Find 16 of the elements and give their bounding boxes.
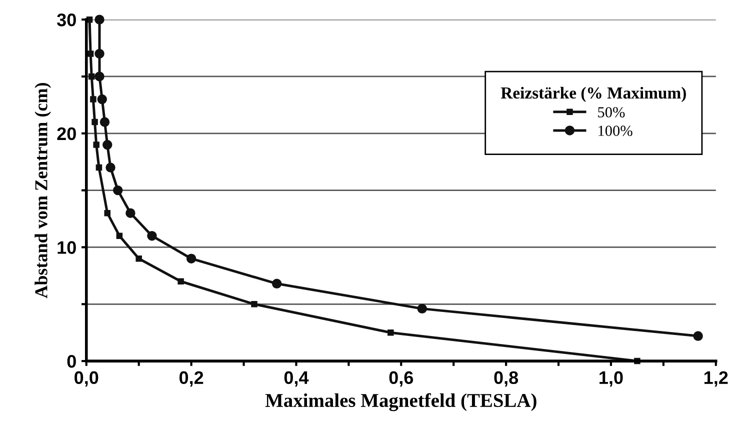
x-axis-title: Maximales Magnetfeld (TESLA) [265,393,536,412]
x-tick-label: 0,4 [284,371,309,387]
x-tick-label: 0,6 [389,371,414,387]
y-axis-title: Abstand vom Zentrum (cm) [34,83,52,298]
x-tick-label: 0,0 [74,371,98,387]
x-tick-label: 1,2 [704,371,728,387]
x-tick-label: 0,8 [494,371,518,387]
y-tick-label: 0 [67,354,76,368]
x-tick-label: 1,0 [600,371,623,387]
x-tick-label: 0,2 [179,371,204,387]
legend-label: 100% [598,126,632,136]
y-tick-label: 10 [58,241,76,254]
y-tick-label: 20 [57,127,76,140]
legend-label: 50% [598,107,625,118]
legend-title: Reizstärke (% Maximum) [500,86,686,102]
y-tick-label: 30 [56,14,76,26]
